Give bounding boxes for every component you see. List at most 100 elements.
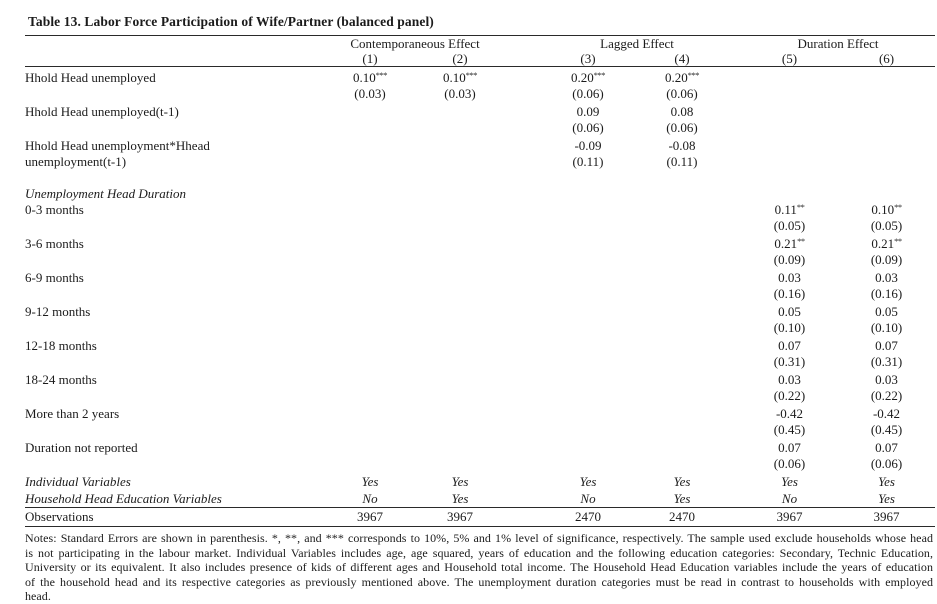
value-cell: 0.11** <box>774 202 805 217</box>
table-row: Duration not reported 0.07 0.07 <box>25 440 935 456</box>
row-label-wrap <box>25 354 325 372</box>
value-cell: 0.05 <box>778 304 801 319</box>
value-cell: 0.03 <box>875 372 898 387</box>
value-cell: Yes <box>673 474 691 489</box>
value-cell <box>633 456 731 474</box>
value-cell <box>325 104 415 120</box>
value-cell: 2470 <box>633 507 732 527</box>
significance-stars: *** <box>465 70 478 80</box>
gap-cell <box>505 202 543 218</box>
gap-cell <box>731 304 741 320</box>
standard-error-row: (0.31) (0.31) <box>25 354 935 372</box>
value-cell: (0.11) <box>572 154 604 169</box>
value-cell <box>633 252 731 270</box>
table-row: More than 2 years -0.42 -0.42 <box>25 406 935 422</box>
table-body: Hhold Head unemployed 0.10*** 0.10*** 0.20*… <box>25 67 936 527</box>
table-row: 6-9 months 0.03 0.03 <box>25 270 935 286</box>
value-cell: (0.45) <box>870 422 903 437</box>
value-cell: (0.06) <box>572 86 604 101</box>
header-gap-cell <box>505 36 543 51</box>
value-cell: Yes <box>781 474 798 489</box>
value-cell <box>741 67 838 87</box>
gap-cell <box>731 138 741 154</box>
column-number: (2) <box>415 51 506 67</box>
value-cell: 0.05 <box>875 304 898 319</box>
value-cell: No <box>362 490 378 506</box>
value-cell <box>633 440 731 456</box>
spacer-cell <box>25 172 935 186</box>
value-cell: (0.06) <box>666 86 698 101</box>
gap-cell <box>505 422 543 440</box>
header-number-row: (1) (2) (3) (4) (5) (6) <box>25 51 936 67</box>
value-cell <box>325 138 415 154</box>
row-label-wrap <box>25 86 325 104</box>
value-cell <box>415 354 505 372</box>
row-label-wrap: unemployment(t-1) <box>25 154 127 169</box>
standard-error-row: (0.06) (0.06) <box>25 456 935 474</box>
column-group-label: Duration Effect <box>797 36 879 51</box>
header-empty-cell <box>25 51 325 67</box>
table-row: 12-18 months 0.07 0.07 <box>25 338 935 354</box>
gap-cell <box>505 154 543 172</box>
value-cell: (0.06) <box>773 456 806 471</box>
value-cell <box>838 86 935 104</box>
gap-cell <box>505 270 543 286</box>
gap-cell <box>731 354 741 372</box>
value-cell <box>415 218 505 236</box>
value-cell <box>415 154 505 172</box>
value-cell: (0.06) <box>572 120 604 135</box>
standard-error-row: (0.06) (0.06) <box>25 120 935 138</box>
gap-cell <box>731 372 741 388</box>
gap-cell <box>731 491 741 508</box>
value-cell: 3967 <box>415 507 506 527</box>
value-cell <box>325 338 415 354</box>
row-label-wrap <box>25 218 325 236</box>
value-cell: (0.22) <box>870 388 903 403</box>
value-cell: 0.10*** <box>353 70 388 85</box>
value-cell: 0.03 <box>778 372 801 387</box>
value-cell <box>543 440 633 456</box>
value-cell: Yes <box>451 490 469 506</box>
column-number: (1) <box>325 51 415 67</box>
gap-cell <box>505 354 543 372</box>
value-cell: 0.20*** <box>665 70 700 85</box>
value-cell <box>415 440 505 456</box>
value-cell <box>741 104 838 120</box>
gap-cell <box>505 104 543 120</box>
value-cell: 0.20*** <box>571 70 606 85</box>
value-cell: No <box>781 490 798 506</box>
value-cell: 0.07 <box>875 338 898 353</box>
value-cell: (0.09) <box>773 252 806 267</box>
table-row: Household Head Education Variables No Yes N… <box>25 491 935 508</box>
value-cell <box>415 138 505 154</box>
value-cell <box>325 218 415 236</box>
gap-cell <box>505 67 543 87</box>
value-cell: Yes <box>673 490 691 506</box>
significance-stars: ** <box>894 202 902 212</box>
row-label: Individual Variables <box>25 474 131 489</box>
value-cell: (0.11) <box>666 154 698 169</box>
standard-error-row: (0.05) (0.05) <box>25 218 935 236</box>
value-cell <box>325 456 415 474</box>
value-cell: Yes <box>361 474 379 489</box>
value-cell: -0.08 <box>668 138 696 153</box>
gap-cell <box>505 218 543 236</box>
standard-error-row: unemployment(t-1) (0.11) (0.11) <box>25 154 935 172</box>
value-cell <box>633 218 731 236</box>
value-cell <box>543 218 633 236</box>
value-cell <box>415 236 505 252</box>
value-cell: 3967 <box>741 507 839 527</box>
value-cell <box>325 372 415 388</box>
value-cell <box>415 120 505 138</box>
gap-cell <box>731 456 741 474</box>
value-cell <box>325 304 415 320</box>
value-cell: 0.10*** <box>443 70 478 85</box>
section-label: Unemployment Head Duration <box>25 186 187 201</box>
table-row: Observations 3967 3967 2470 2470 3967 3967 <box>25 507 936 527</box>
gap-cell <box>731 86 741 104</box>
value-cell <box>838 104 935 120</box>
value-cell <box>633 202 731 218</box>
gap-cell <box>505 286 543 304</box>
value-cell <box>325 286 415 304</box>
